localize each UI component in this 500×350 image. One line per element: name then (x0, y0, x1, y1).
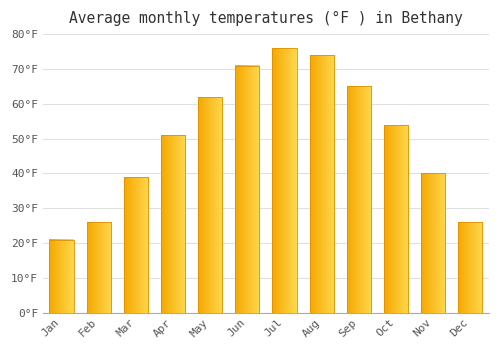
Bar (161, 135, 185, 313)
Bar (272, 48, 296, 313)
Bar (458, 222, 482, 313)
Bar (124, 177, 148, 313)
Title: Average monthly temperatures (°F ) in Bethany: Average monthly temperatures (°F ) in Be… (69, 11, 463, 26)
Bar (310, 55, 334, 313)
Bar (421, 174, 445, 313)
Bar (384, 125, 408, 313)
Bar (347, 86, 371, 313)
Bar (50, 239, 74, 313)
Bar (236, 65, 260, 313)
Bar (86, 222, 111, 313)
Bar (198, 97, 222, 313)
